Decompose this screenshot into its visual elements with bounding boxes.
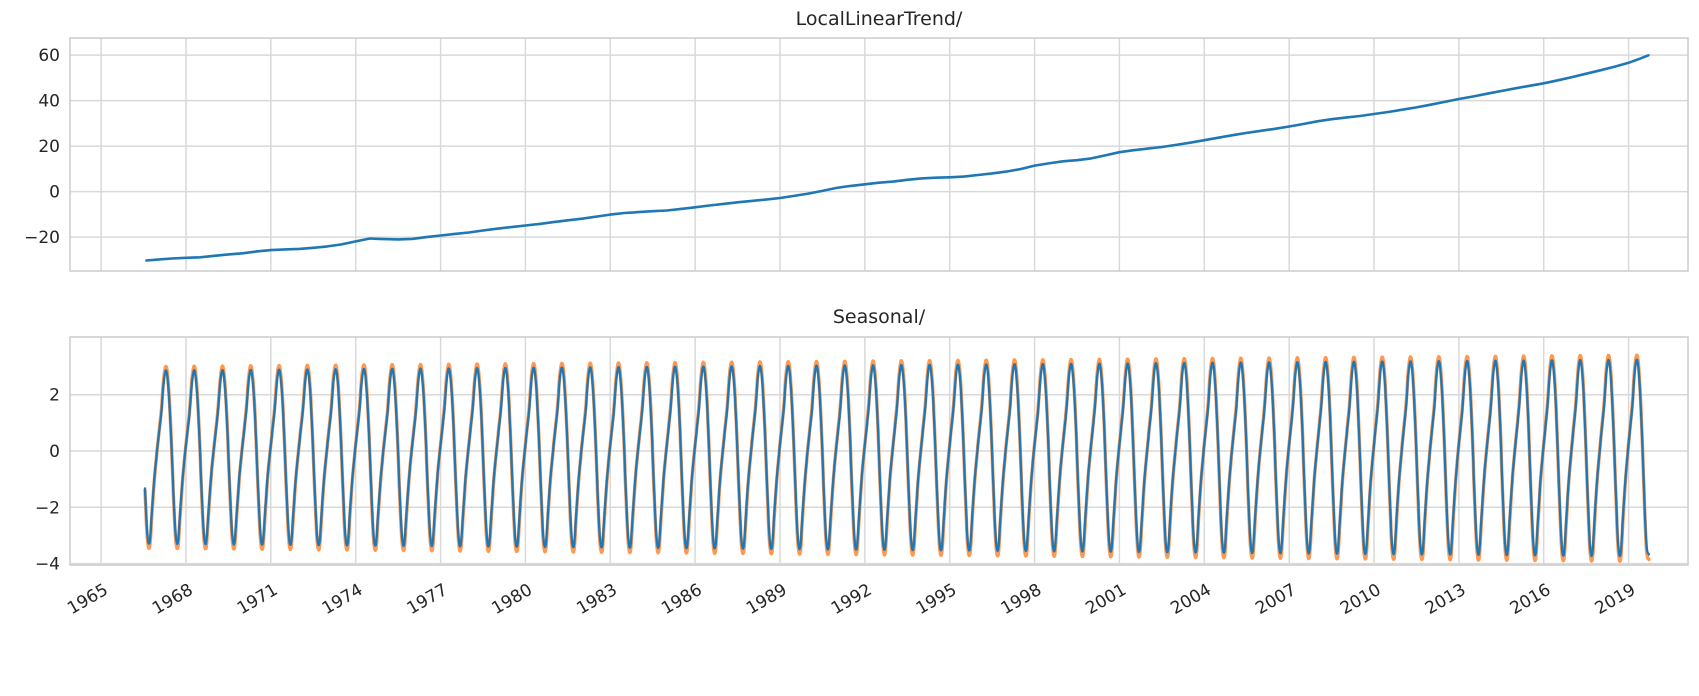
- y-tick-label: −20: [24, 228, 60, 248]
- grid-lines: [70, 38, 1688, 271]
- y-tick-label: −4: [35, 555, 60, 575]
- series-line-smoothed: [143, 358, 1651, 558]
- y-tick-label: 60: [38, 46, 60, 66]
- trend-chart-title: LocalLinearTrend/: [795, 8, 963, 30]
- x-tick-label: 1992: [828, 580, 875, 619]
- x-tick-label: 2001: [1082, 580, 1129, 619]
- x-tick-label: 2004: [1167, 580, 1214, 619]
- x-tick-label: 1974: [319, 580, 366, 619]
- y-tick-label: 0: [49, 183, 60, 203]
- x-tick-label: 1998: [998, 580, 1045, 619]
- x-tick-label: 1986: [658, 580, 705, 619]
- y-tick-labels: −4 −2 0 2: [35, 386, 60, 575]
- x-tick-label: 2013: [1422, 580, 1469, 619]
- series-line-trend: [145, 53, 1650, 262]
- axes-spine: [69, 37, 1689, 272]
- x-tick-label: 2019: [1592, 580, 1639, 619]
- y-tick-labels: −20 0 20 40 60: [24, 46, 60, 248]
- series-group: [143, 353, 1651, 563]
- x-tick-label: 1977: [404, 580, 451, 619]
- y-tick-label: −2: [35, 498, 60, 518]
- x-tick-label: 1968: [149, 580, 196, 619]
- seasonal-chart-title: Seasonal/: [832, 306, 926, 328]
- x-tick-label: 2007: [1252, 580, 1299, 619]
- y-tick-label: 20: [38, 137, 60, 157]
- x-tick-label: 2016: [1507, 580, 1554, 619]
- x-tick-label: 1989: [743, 580, 790, 619]
- x-tick-label: 1995: [913, 580, 960, 619]
- trend-plot: −20 0 20 40 60: [24, 37, 1689, 272]
- x-tick-label: 2010: [1337, 580, 1384, 619]
- x-tick-label: 1980: [488, 580, 535, 619]
- series-group: [145, 53, 1650, 262]
- x-tick-labels: 1965 1968 1971 1974 1977 1980 1983 1986 1989 1992…: [64, 580, 1639, 619]
- x-tick-label: 1971: [234, 580, 281, 619]
- y-tick-label: 40: [38, 92, 60, 112]
- axes-spine: [69, 336, 1689, 566]
- y-tick-label: 2: [49, 386, 60, 406]
- x-tick-label: 1965: [64, 580, 111, 619]
- x-tick-label: 1983: [573, 580, 620, 619]
- y-tick-label: 0: [49, 442, 60, 462]
